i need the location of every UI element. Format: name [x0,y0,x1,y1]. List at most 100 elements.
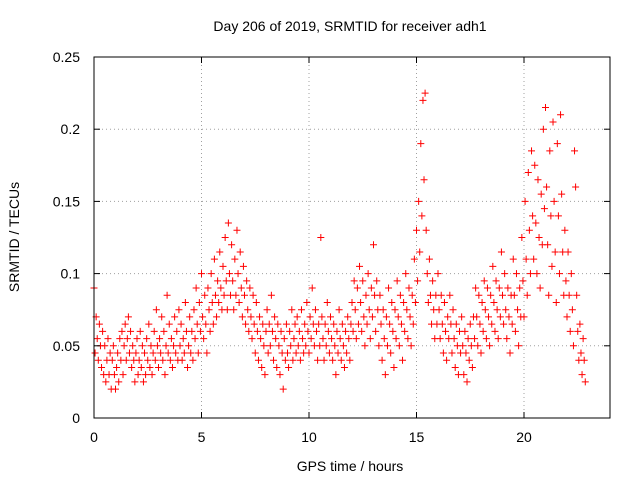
data-point [356,262,364,270]
data-point [294,342,302,350]
data-point [338,320,346,328]
data-point [220,291,228,299]
x-tick-label: 20 [516,429,532,445]
data-point [372,327,380,335]
data-point [418,212,426,220]
data-point [555,270,563,278]
data-point [460,371,468,379]
data-point [285,363,293,371]
data-point [328,335,336,343]
data-point [125,349,133,357]
data-point [417,140,425,148]
data-point [539,125,547,133]
data-point [505,313,513,321]
data-point [284,349,291,357]
data-point [190,306,198,314]
data-point [231,255,239,263]
data-point [446,291,454,299]
data-point [347,320,355,328]
data-point [409,320,417,328]
data-point [529,212,537,220]
data-point [411,298,419,306]
data-point [373,277,381,285]
data-point [164,349,172,357]
data-point [532,219,540,227]
data-point [167,335,175,343]
data-point [200,335,208,343]
data-point [333,327,341,335]
data-point [162,342,170,350]
data-point [402,270,410,278]
data-point [273,363,281,371]
data-point [151,356,159,364]
x-tick-label: 5 [198,429,206,445]
data-point [370,241,377,249]
chart-title: Day 206 of 2019, SRMTID for receiver adh… [213,18,486,34]
data-point [439,349,447,357]
data-point [421,89,429,97]
data-point [292,349,300,357]
data-point [458,313,466,321]
data-point [295,327,303,335]
data-point [515,342,523,350]
data-point [491,327,499,335]
data-point [291,320,299,328]
data-point [361,342,369,350]
data-point [146,363,154,371]
data-point [176,342,184,350]
data-point [368,313,376,321]
data-point [580,356,588,364]
data-point [335,306,343,314]
data-point [256,313,264,321]
data-point [196,327,204,335]
data-point [301,320,309,328]
data-point [250,320,258,328]
data-point [114,349,122,357]
data-point [494,335,502,343]
data-point [403,306,411,314]
y-tick-label: 0.05 [53,338,80,354]
data-point [578,371,586,379]
data-point [203,349,211,357]
data-point [521,197,529,205]
data-point [486,342,494,350]
y-tick-label: 0.25 [53,49,80,65]
data-point [429,277,437,285]
data-point [337,356,345,364]
data-point [569,342,577,350]
y-axis-label: SRMTID / TECUs [6,182,22,292]
data-point [440,298,448,306]
data-point [562,277,570,285]
data-point [452,320,460,328]
data-point [129,342,137,350]
data-point [348,298,356,306]
data-point [163,291,171,299]
data-point [482,335,490,343]
data-point [222,277,230,285]
data-point [168,363,176,371]
data-point [506,349,514,357]
data-point [194,349,202,357]
data-point [137,363,145,371]
data-point [568,306,576,314]
x-tick-label: 10 [301,429,317,445]
data-point [531,161,539,169]
data-point [181,298,189,306]
data-point [299,335,307,343]
data-point [186,313,194,321]
data-point [522,255,530,263]
data-point [156,335,164,343]
data-point [318,313,326,321]
data-point [322,342,330,350]
data-point [217,284,225,292]
data-point [112,385,119,393]
data-point [459,342,467,350]
data-point [261,371,269,379]
data-point [314,356,322,364]
data-point [346,356,354,364]
data-point [252,298,260,306]
data-point [540,205,548,213]
data-point [534,176,542,184]
data-point [357,298,365,306]
